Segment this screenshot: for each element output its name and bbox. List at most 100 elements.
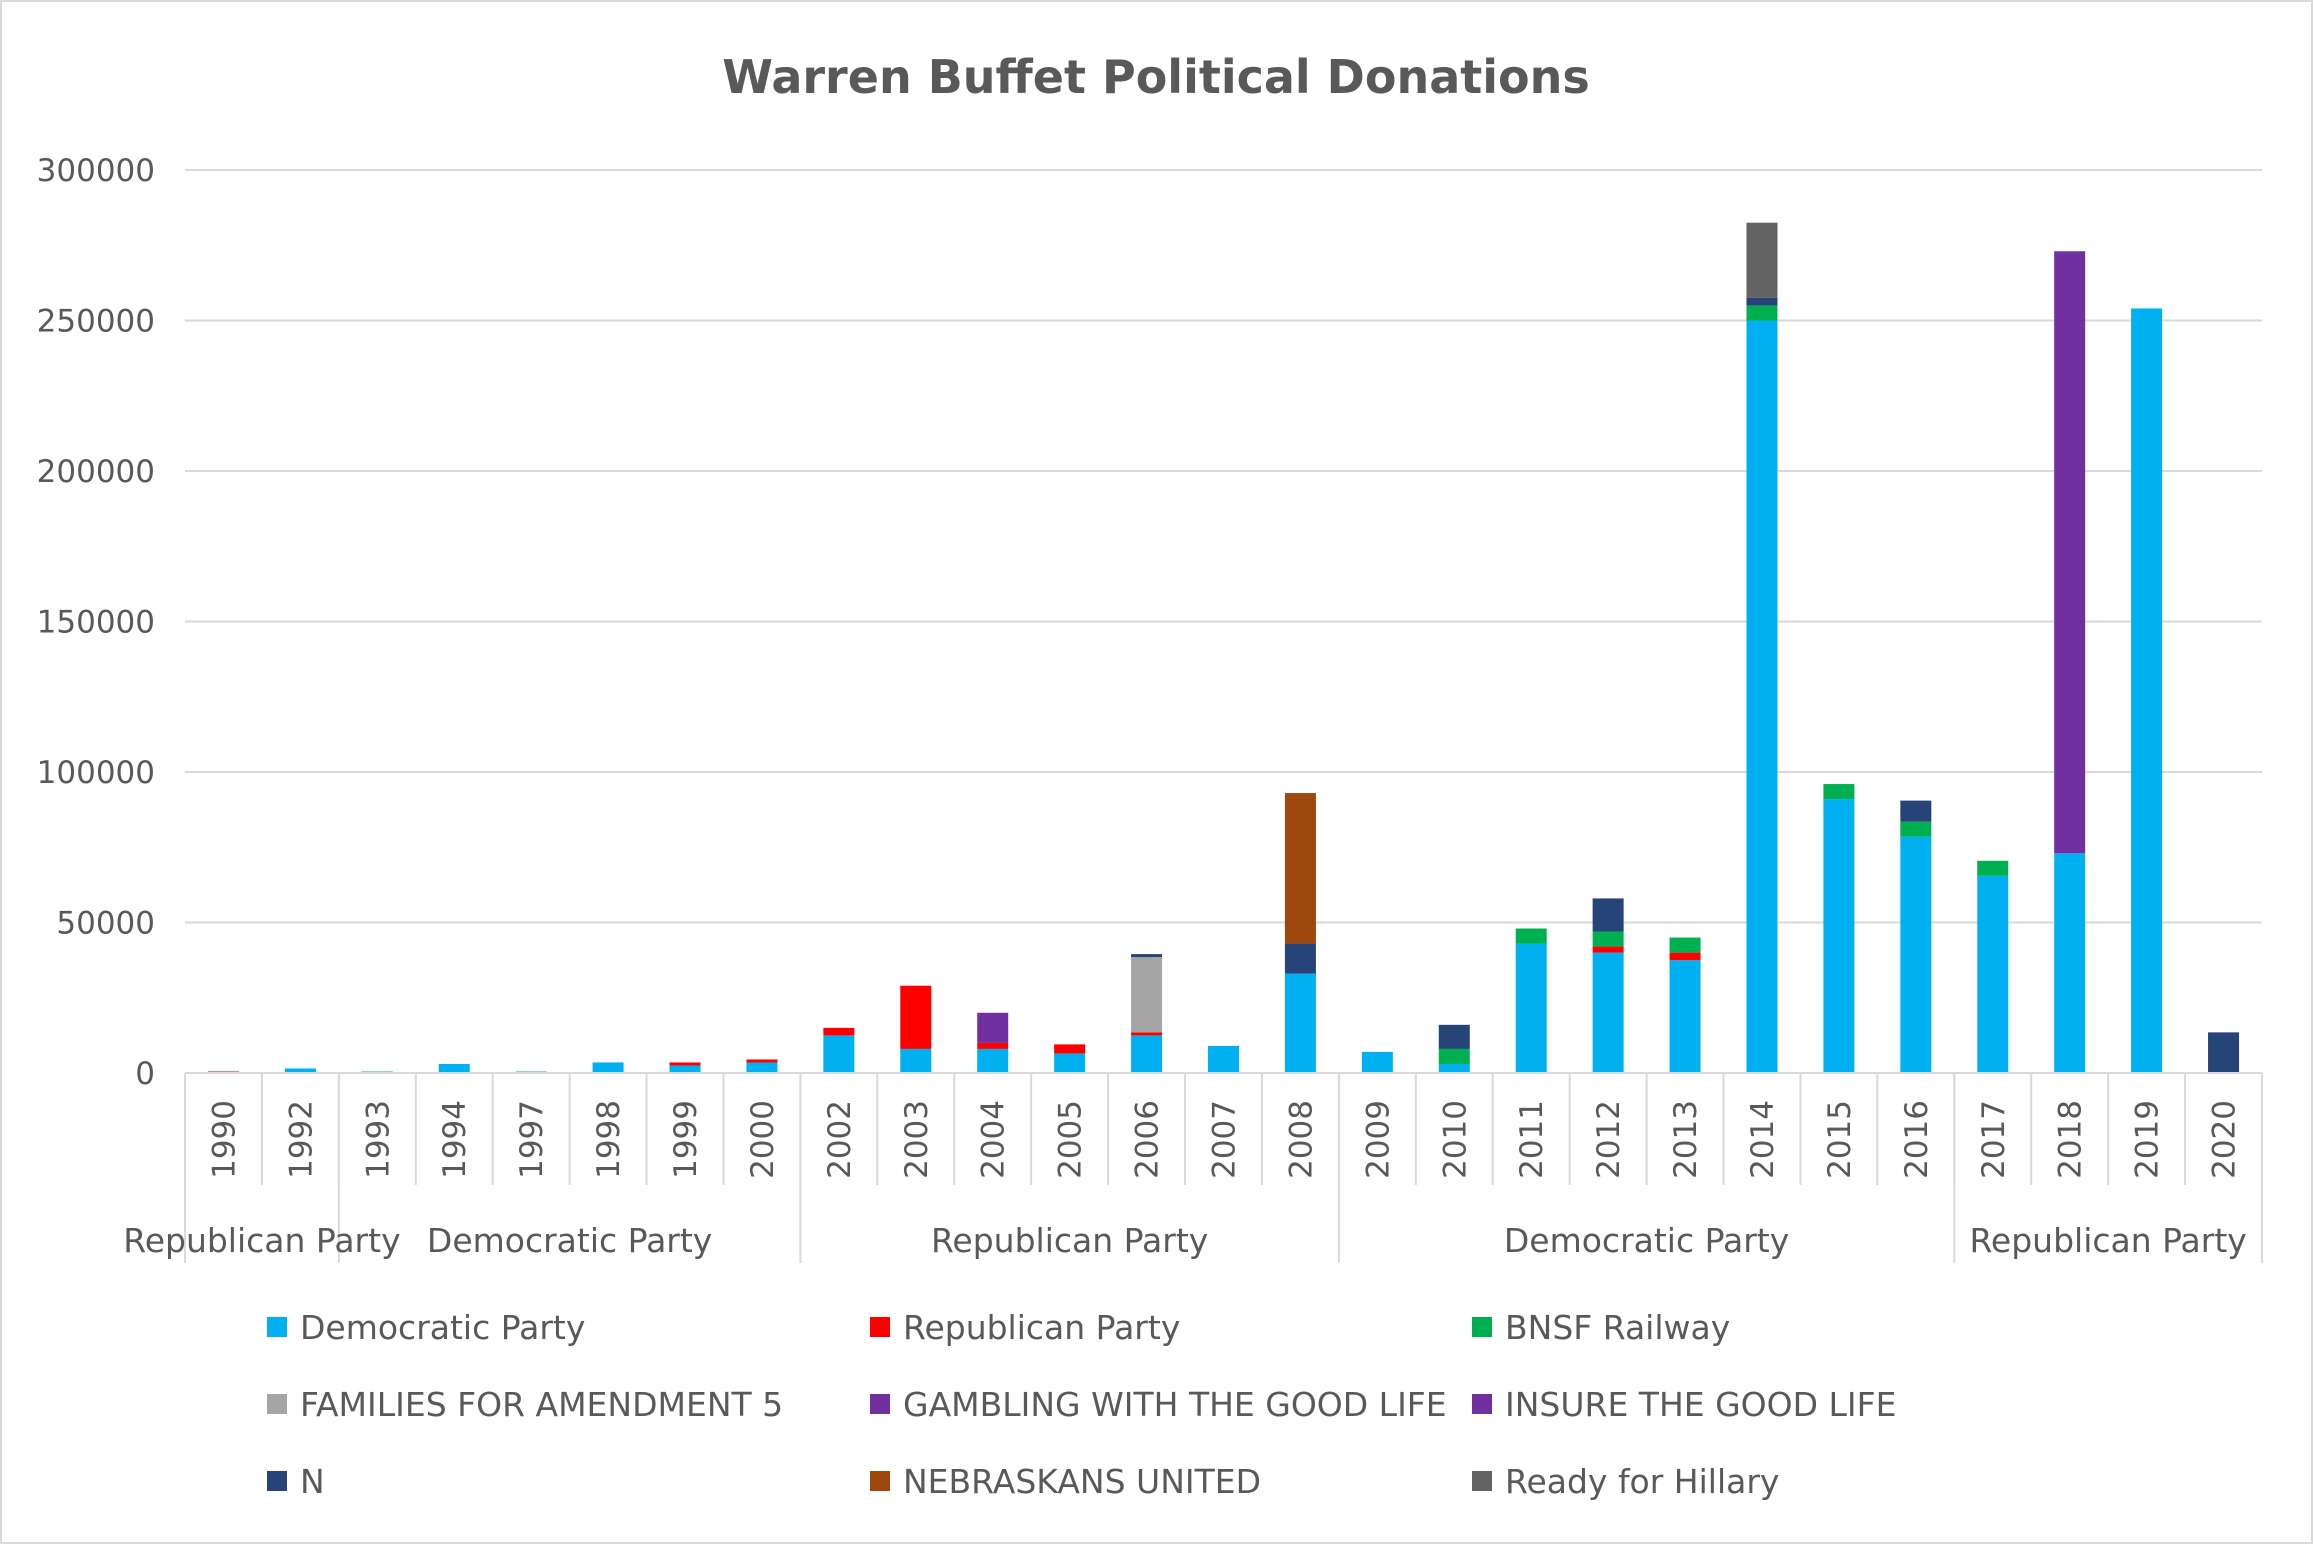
y-tick-label: 150000	[37, 605, 155, 641]
bar-segment	[977, 1042, 1009, 1049]
y-tick-label: 0	[135, 1056, 155, 1092]
bar-segment	[1131, 1032, 1163, 1036]
bar-segment	[1054, 1044, 1086, 1054]
legend-swatch	[1472, 1394, 1492, 1414]
legend-label: BNSF Railway	[1505, 1308, 1730, 1347]
bar-segment	[1669, 952, 1701, 961]
legend-label: GAMBLING WITH THE GOOD LIFE	[903, 1385, 1447, 1424]
y-axis-ticks: 0 50000 100000 150000 200000 250000 300000	[37, 153, 155, 1092]
x-tick-label: 1990	[206, 1100, 242, 1179]
bar-segment	[438, 1063, 470, 1073]
x-tick-label: 2000	[745, 1100, 781, 1179]
x-tick-label: 1998	[591, 1100, 627, 1179]
legend-swatch	[870, 1394, 890, 1414]
x-tick-label: 2013	[1668, 1100, 1704, 1179]
legend-label: FAMILIES FOR AMENDMENT 5	[300, 1385, 783, 1424]
x-tick-label: 2004	[976, 1100, 1012, 1179]
bar-segment	[1515, 928, 1547, 944]
bar-segment	[1131, 957, 1163, 1033]
bars	[207, 222, 2240, 1074]
legend: Democratic Party Republican Party BNSF Rai…	[267, 1308, 1896, 1501]
x-tick-label: 2007	[1207, 1100, 1243, 1179]
bar-segment	[1746, 320, 1778, 1073]
bar-segment	[2131, 308, 2163, 1074]
group-label: Republican Party	[1969, 1221, 2246, 1260]
legend-label: Ready for Hillary	[1505, 1462, 1779, 1501]
x-tick-label: 1999	[668, 1100, 704, 1179]
bar-segment	[1284, 793, 1316, 944]
x-tick-label: 2006	[1130, 1100, 1166, 1179]
legend-swatch	[870, 1317, 890, 1337]
x-tick-label: 2011	[1514, 1100, 1550, 1179]
bar-segment	[1977, 860, 2009, 876]
x-axis-groups: Republican Party Democratic Party Republic…	[123, 1073, 2263, 1263]
bar-segment	[1284, 973, 1316, 1073]
bar-segment	[1746, 305, 1778, 321]
x-axis-ticks: 1990 1992 1993 1994 1997 1998 1999 2000 2002 2003…	[206, 1100, 2242, 1179]
bar-segment	[1284, 943, 1316, 974]
legend-swatch	[870, 1471, 890, 1491]
bar-segment	[823, 1027, 855, 1036]
bar-segment	[1592, 952, 1624, 1073]
bar-segment	[1592, 946, 1624, 953]
y-tick-label: 200000	[37, 454, 155, 490]
bar-segment	[669, 1062, 701, 1066]
bar-segment	[1746, 297, 1778, 306]
bar-segment	[2208, 1032, 2240, 1073]
x-tick-label: 2008	[1283, 1100, 1319, 1179]
legend-label: Democratic Party	[300, 1308, 585, 1347]
x-tick-label: 2019	[2130, 1100, 2166, 1179]
chart-title: Warren Buffet Political Donations	[722, 50, 1590, 104]
bar-segment	[1438, 1063, 1470, 1073]
bar-segment	[1669, 960, 1701, 1073]
bar-segment	[1900, 836, 1932, 1073]
bar-segment	[1131, 1035, 1163, 1073]
x-tick-label: 1993	[360, 1100, 396, 1179]
group-label: Republican Party	[123, 1221, 400, 1260]
bar-segment	[823, 1035, 855, 1073]
legend-label: INSURE THE GOOD LIFE	[1505, 1385, 1896, 1424]
legend-swatch	[1472, 1471, 1492, 1491]
x-tick-label: 1992	[283, 1100, 319, 1179]
bar-segment	[1900, 800, 1932, 822]
y-tick-label: 50000	[56, 906, 155, 942]
bar-segment	[1977, 875, 2009, 1073]
legend-label: NEBRASKANS UNITED	[903, 1462, 1261, 1501]
bar-segment	[977, 1012, 1009, 1043]
x-tick-label: 2015	[1822, 1100, 1858, 1179]
bar-segment	[1592, 898, 1624, 932]
bar-segment	[746, 1059, 778, 1063]
group-label: Democratic Party	[1504, 1221, 1789, 1260]
x-tick-label: 2010	[1437, 1100, 1473, 1179]
x-tick-label: 2020	[2207, 1100, 2243, 1179]
bar-segment	[2054, 853, 2086, 1073]
bar-segment	[1900, 821, 1932, 837]
legend-swatch	[1472, 1317, 1492, 1337]
bar-segment	[1361, 1051, 1393, 1073]
bar-segment	[977, 1048, 1009, 1073]
bar-segment	[1669, 937, 1701, 953]
bar-segment	[2054, 251, 2086, 854]
y-tick-label: 300000	[37, 153, 155, 189]
y-tick-label: 250000	[37, 304, 155, 340]
bar-segment	[1131, 954, 1163, 958]
x-tick-label: 2014	[1745, 1100, 1781, 1179]
legend-swatch	[267, 1471, 287, 1491]
x-tick-label: 2002	[822, 1100, 858, 1179]
x-tick-label: 2016	[1899, 1100, 1935, 1179]
bar-segment	[1438, 1048, 1470, 1064]
bar-segment	[1823, 799, 1855, 1073]
group-label: Republican Party	[931, 1221, 1208, 1260]
bar-segment	[1823, 784, 1855, 800]
x-tick-label: 2009	[1360, 1100, 1396, 1179]
x-tick-label: 2005	[1053, 1100, 1089, 1179]
bar-segment	[1438, 1024, 1470, 1049]
legend-swatch	[267, 1394, 287, 1414]
bar-segment	[746, 1062, 778, 1073]
bar-segment	[1515, 943, 1547, 1073]
bar-segment	[284, 1068, 316, 1073]
bar-segment	[592, 1062, 624, 1073]
bar-segment	[900, 985, 932, 1049]
bar-segment	[900, 1048, 932, 1073]
